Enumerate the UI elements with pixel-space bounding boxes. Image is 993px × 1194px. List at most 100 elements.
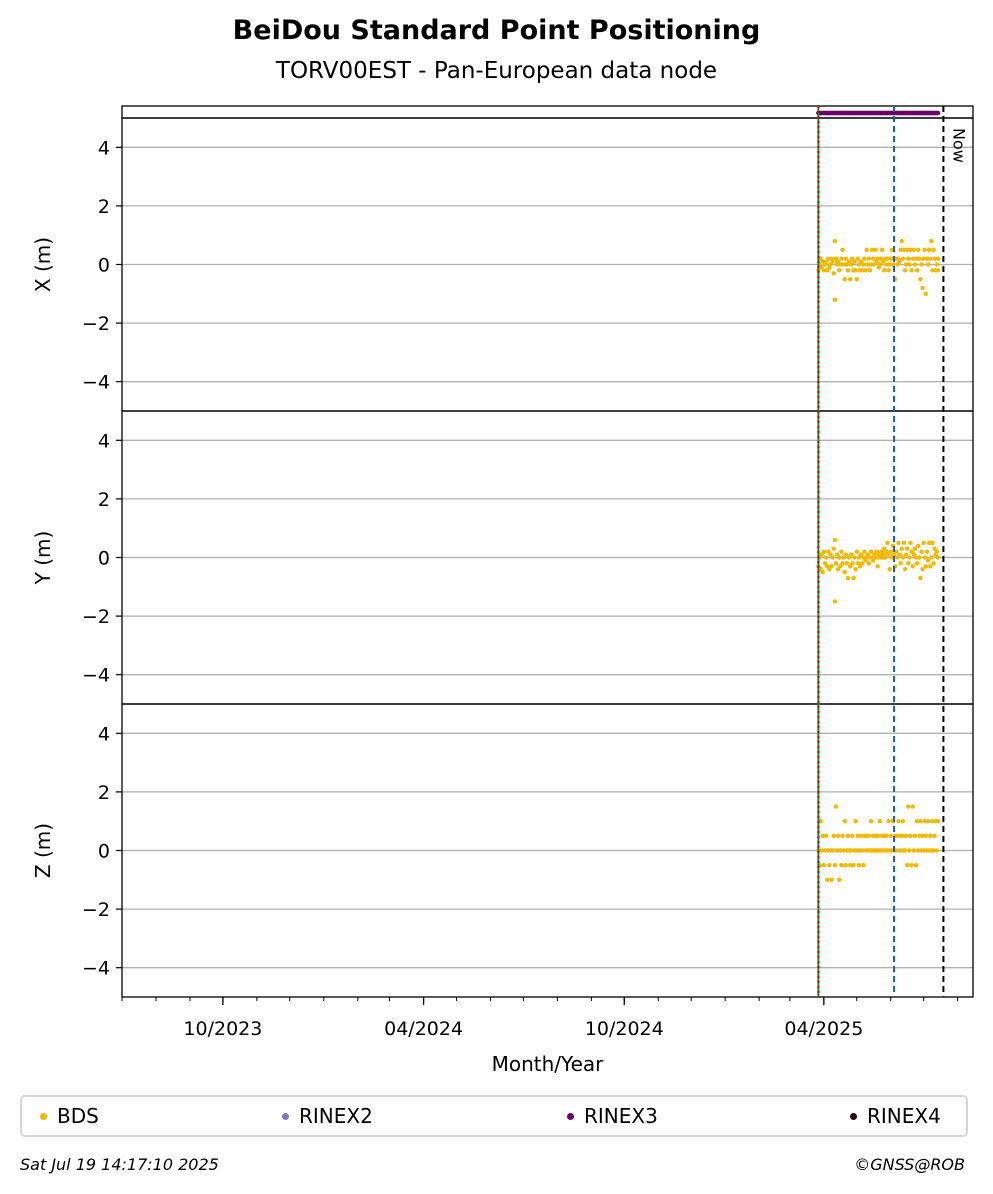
y-tick-label: 4 [98, 430, 110, 452]
x-tick-label: 04/2024 [384, 1018, 463, 1040]
data-point [923, 833, 929, 839]
data-point [852, 259, 857, 264]
data-point [885, 256, 890, 261]
data-point [912, 546, 918, 551]
data-point [868, 262, 874, 267]
legend: BDS RINEX2 RINEX3 RINEX4 [20, 1095, 968, 1137]
data-point [831, 271, 836, 276]
legend-item-rinex4: RINEX4 [850, 1097, 941, 1135]
y-axis-label: Z (m) [31, 823, 55, 878]
data-point [914, 819, 920, 824]
data-point [854, 549, 859, 554]
data-point [843, 862, 848, 868]
data-point [820, 569, 825, 575]
data-point [923, 564, 929, 569]
data-point [926, 540, 932, 546]
data-point [931, 561, 936, 566]
data-point [871, 256, 876, 261]
y-tick-label: 4 [98, 723, 110, 745]
data-point [847, 276, 853, 282]
data-point [852, 555, 857, 560]
data-point [854, 848, 859, 853]
legend-label-bds: BDS [57, 1104, 99, 1128]
data-point [830, 848, 835, 853]
y-tick-label: −4 [82, 665, 110, 687]
data-point [884, 833, 889, 839]
data-point [853, 567, 858, 572]
data-point [902, 567, 908, 572]
data-point [924, 549, 930, 554]
data-point [837, 555, 842, 560]
data-point [903, 552, 909, 557]
data-point [894, 848, 899, 853]
data-point [910, 804, 915, 809]
data-point [884, 262, 889, 267]
data-point [928, 564, 933, 569]
y-tick-label: −2 [82, 899, 110, 921]
data-point [860, 268, 865, 273]
data-point [919, 549, 924, 554]
data-point [932, 833, 937, 839]
data-point [890, 262, 896, 267]
data-point [853, 819, 858, 824]
data-point [919, 262, 924, 267]
data-point [886, 268, 891, 273]
data-point [902, 268, 908, 273]
data-point [877, 262, 882, 267]
data-point [909, 268, 914, 273]
data-point [930, 819, 935, 824]
data-point [922, 555, 927, 560]
data-point [832, 537, 838, 543]
data-point [907, 262, 912, 267]
data-point [931, 247, 936, 253]
data-point [851, 575, 856, 581]
data-point [839, 256, 844, 261]
legend-marker-bds [40, 1112, 47, 1120]
data-point [917, 555, 922, 560]
data-point [910, 256, 915, 261]
y-tick-label: −4 [82, 372, 110, 394]
data-point [901, 540, 907, 546]
data-point [845, 575, 851, 581]
data-point [900, 819, 906, 824]
data-point [832, 238, 838, 244]
data-point [844, 561, 850, 566]
data-point [879, 247, 885, 253]
data-point [921, 848, 926, 853]
data-point [847, 862, 853, 868]
data-point [865, 262, 870, 267]
data-point [906, 804, 911, 809]
footer-timestamp: Sat Jul 19 14:17:10 2025 [20, 1155, 219, 1174]
data-point [849, 552, 854, 557]
legend-label-rinex3: RINEX3 [584, 1104, 658, 1128]
data-point [838, 848, 843, 853]
data-point [910, 564, 915, 569]
y-axis-label: X (m) [31, 237, 55, 292]
data-point [851, 862, 856, 868]
data-point [873, 247, 878, 253]
data-point [855, 256, 861, 261]
data-point [841, 262, 846, 267]
legend-item-rinex3: RINEX3 [567, 1097, 658, 1135]
data-point [907, 555, 912, 560]
data-point [866, 561, 872, 566]
data-point [841, 848, 846, 853]
chart-title: BeiDou Standard Point Positioning [232, 15, 761, 46]
data-point [840, 833, 845, 839]
data-point [854, 276, 859, 282]
data-point [908, 833, 913, 839]
data-point [918, 575, 923, 581]
data-point [912, 262, 918, 267]
availability-point [935, 110, 941, 116]
data-point [899, 238, 904, 244]
data-point [829, 564, 834, 569]
data-point [885, 540, 890, 546]
data-point [833, 804, 839, 809]
data-point [826, 256, 831, 261]
data-point [918, 819, 923, 824]
data-point [905, 862, 910, 868]
data-point [883, 555, 888, 560]
data-point [931, 848, 936, 853]
data-point [929, 555, 934, 560]
data-point [896, 819, 901, 824]
